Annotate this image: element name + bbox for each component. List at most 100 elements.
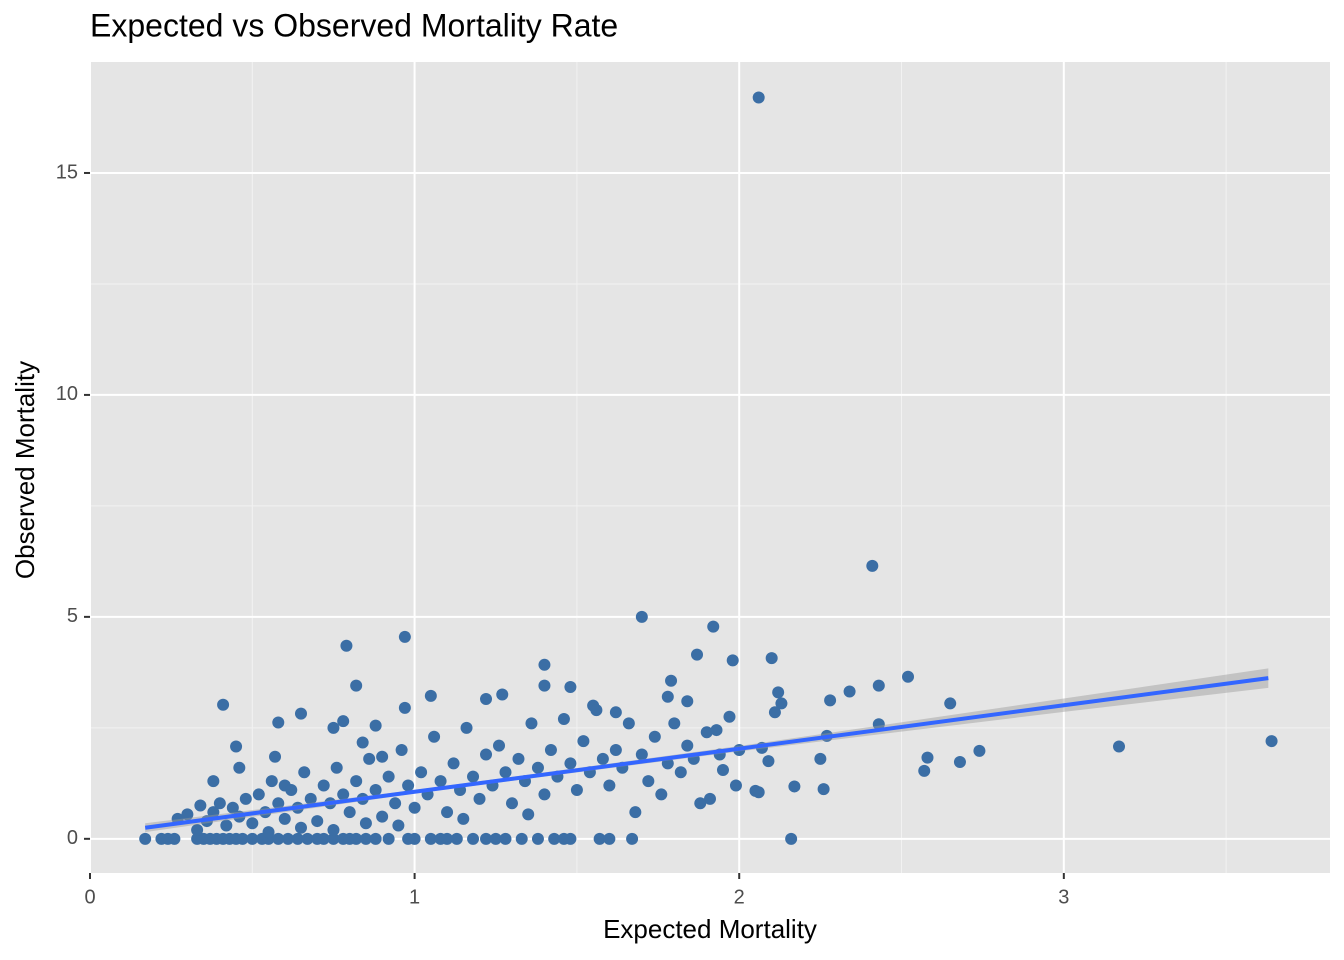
point [369, 783, 382, 796]
point [1265, 735, 1278, 748]
point [317, 832, 330, 845]
point [226, 801, 239, 814]
point [609, 706, 622, 719]
point [350, 775, 363, 788]
point [356, 736, 369, 749]
point [408, 801, 421, 814]
point [1113, 740, 1126, 753]
point [944, 697, 957, 710]
point [726, 654, 739, 667]
point [499, 766, 512, 779]
point [265, 775, 278, 788]
y-tick-label: 5 [67, 605, 78, 627]
point [661, 690, 674, 703]
point [447, 757, 460, 770]
point [642, 775, 655, 788]
point [428, 730, 441, 743]
point [398, 701, 411, 714]
y-axis-title: Observed Mortality [10, 361, 40, 579]
point [512, 752, 525, 765]
point [480, 832, 493, 845]
point [515, 832, 528, 845]
y-tick-label: 15 [56, 161, 78, 183]
point [398, 630, 411, 643]
point [785, 832, 798, 845]
point [635, 748, 648, 761]
plot-layer: 0 1 2 3 0 5 10 15 [56, 62, 1330, 908]
point [246, 817, 259, 830]
point [843, 685, 856, 698]
point [505, 797, 518, 810]
point [382, 832, 395, 845]
point [716, 764, 729, 777]
point [762, 755, 775, 768]
point [269, 750, 282, 763]
point [252, 788, 265, 801]
point [921, 751, 934, 764]
point [590, 704, 603, 717]
point [480, 748, 493, 761]
point [460, 721, 473, 734]
point [230, 740, 243, 753]
point [603, 779, 616, 792]
point [363, 752, 376, 765]
point [376, 810, 389, 823]
point [707, 620, 720, 633]
point [294, 707, 307, 720]
point [181, 808, 194, 821]
point [139, 832, 152, 845]
point [278, 812, 291, 825]
point [207, 775, 220, 788]
point [311, 815, 324, 828]
x-tick-label: 2 [734, 886, 745, 908]
point [467, 770, 480, 783]
point [330, 761, 343, 774]
point [262, 826, 275, 839]
point [609, 744, 622, 757]
point [525, 717, 538, 730]
point [350, 679, 363, 692]
point [752, 91, 765, 104]
point [768, 706, 781, 719]
point [327, 721, 340, 734]
point [749, 784, 762, 797]
point [668, 717, 681, 730]
point [434, 775, 447, 788]
point [593, 832, 606, 845]
point [493, 739, 506, 752]
point [395, 744, 408, 757]
point [450, 832, 463, 845]
point [622, 717, 635, 730]
point [918, 764, 931, 777]
point [691, 648, 704, 661]
point [489, 832, 502, 845]
point [298, 766, 311, 779]
point [369, 719, 382, 732]
point [596, 752, 609, 765]
point [564, 757, 577, 770]
point [788, 780, 801, 793]
point [285, 783, 298, 796]
point [392, 819, 405, 832]
point [872, 718, 885, 731]
point [538, 679, 551, 692]
point [194, 799, 207, 812]
point [557, 712, 570, 725]
point [272, 832, 285, 845]
point [359, 817, 372, 830]
point [704, 792, 716, 805]
point [424, 832, 437, 845]
point [577, 735, 590, 748]
x-tick-label: 0 [84, 886, 95, 908]
x-tick-label: 3 [1058, 886, 1069, 908]
point [457, 812, 470, 825]
point [402, 779, 415, 792]
panel [90, 62, 1330, 873]
point [603, 832, 616, 845]
point [499, 832, 512, 845]
chart-title: Expected vs Observed Mortality Rate [90, 7, 618, 43]
point [359, 832, 372, 845]
point [700, 726, 713, 739]
point [655, 788, 668, 801]
point [538, 788, 551, 801]
